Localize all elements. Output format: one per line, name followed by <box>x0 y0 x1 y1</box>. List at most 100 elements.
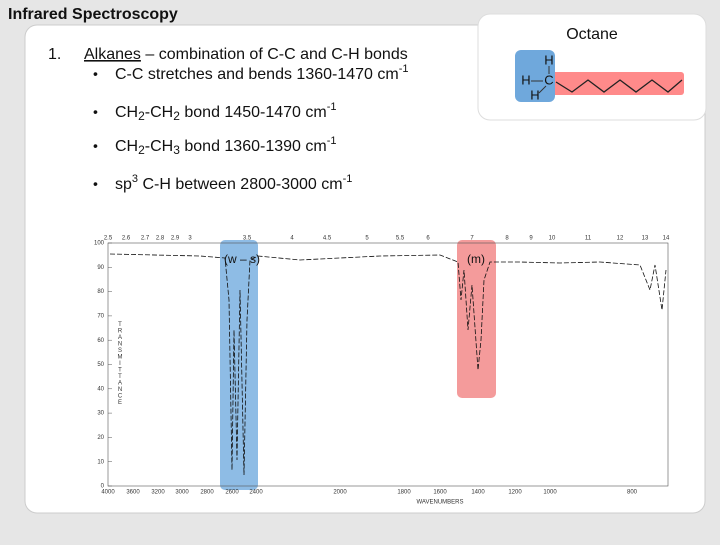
y-axis-letter: E <box>118 400 122 406</box>
y-tick-label: 20 <box>97 435 104 441</box>
text-segment: CH <box>115 138 138 155</box>
text-segment: C-H between 2800-3000 cm <box>138 176 343 193</box>
y-axis-letter: N <box>118 341 122 347</box>
y-tick-label: 30 <box>97 411 104 417</box>
x-tick-label: 1200 <box>508 490 522 496</box>
y-axis-letter: S <box>118 348 122 354</box>
x-tick-label: 2600 <box>225 490 239 496</box>
bond <box>538 85 547 94</box>
slide-title: Infrared Spectroscopy <box>8 6 178 23</box>
y-axis-letter: R <box>118 328 123 334</box>
top-tick-label: 13 <box>642 236 649 242</box>
text-segment: 3 <box>173 143 180 157</box>
bullet-text: CH2-CH3 bond 1360-1390 cm-1 <box>115 135 336 157</box>
molecule-title: Octane <box>566 26 618 43</box>
bullet-text: CH2-CH2 bond 1450-1470 cm-1 <box>115 101 336 123</box>
bullet-mark: • <box>93 176 98 192</box>
text-segment: -1 <box>327 101 337 113</box>
y-tick-label: 60 <box>97 338 104 344</box>
y-axis-letter: T <box>118 367 122 373</box>
text-segment: -1 <box>399 63 409 75</box>
y-tick-label: 40 <box>97 386 104 392</box>
text-segment: 2 <box>138 109 145 123</box>
list-number: 1. <box>48 46 61 63</box>
top-tick-label: 4.5 <box>323 236 332 242</box>
x-tick-label: 1000 <box>543 490 557 496</box>
x-tick-label: 800 <box>627 490 638 496</box>
y-axis-letter: A <box>118 380 122 386</box>
text-segment: C-C stretches and bends 1360-1470 cm <box>115 66 399 83</box>
atom: H <box>521 72 530 87</box>
x-tick-label: 2000 <box>333 490 347 496</box>
y-axis-letter: A <box>118 335 122 341</box>
x-tick-label: 1400 <box>471 490 485 496</box>
x-tick-label: 2400 <box>249 490 263 496</box>
highlight-blue <box>515 50 555 102</box>
y-tick-label: 70 <box>97 313 104 319</box>
text-segment: -1 <box>327 135 337 147</box>
atom: H <box>544 52 553 67</box>
text-segment: 2 <box>173 109 180 123</box>
top-tick-label: 2.6 <box>122 236 131 242</box>
x-tick-label: 4000 <box>101 490 115 496</box>
top-tick-label: 10 <box>549 236 556 242</box>
bullet-mark: • <box>93 66 98 82</box>
y-axis-letter: I <box>119 361 121 367</box>
bullet-text: C-C stretches and bends 1360-1470 cm-1 <box>115 63 409 83</box>
spectrum-trace <box>109 253 667 476</box>
top-tick-label: 3.5 <box>243 236 252 242</box>
top-tick-label: 11 <box>585 236 592 242</box>
top-tick-label: 5 <box>365 236 369 242</box>
heading-text: – combination of C-C and C-H bonds <box>141 46 408 63</box>
y-tick-label: 50 <box>97 362 104 368</box>
top-tick-label: 4 <box>290 236 294 242</box>
y-tick-label: 100 <box>94 241 105 247</box>
top-tick-label: 7 <box>470 236 474 242</box>
atom: H <box>530 87 539 102</box>
x-axis-label: WAVENUMBERS <box>416 500 463 506</box>
text-segment: 3 <box>132 173 138 185</box>
top-tick-label: 5.5 <box>396 236 405 242</box>
top-tick-label: 2.5 <box>104 236 113 242</box>
content-panel <box>24 24 706 514</box>
bullet-mark: • <box>93 104 98 120</box>
top-tick-label: 3 <box>188 236 192 242</box>
text-segment: -CH <box>145 104 173 121</box>
y-tick-label: 90 <box>97 265 104 271</box>
spectrum: 2.5 2.6 2.7 2.8 2.9 3 3.5 4 4.5 5 5.5 6 7 8 9 10 11 12 13 1… <box>94 236 670 506</box>
x-tick-label: 3600 <box>126 490 140 496</box>
x-tick-label: 1800 <box>397 490 411 496</box>
y-axis-letter: M <box>118 354 123 360</box>
top-tick-label: 8 <box>505 236 509 242</box>
carbon-chain <box>555 79 683 93</box>
highlight-blue <box>220 240 258 490</box>
heading-term: Alkanes <box>84 46 141 63</box>
annotation: (m) <box>467 252 485 266</box>
atom: C <box>544 72 553 87</box>
annotation: (w – s) <box>224 252 260 266</box>
text-segment: CH <box>115 104 138 121</box>
bullet-text: sp3 C-H between 2800-3000 cm-1 <box>115 173 352 193</box>
y-axis-letter: T <box>118 374 122 380</box>
x-tick-label: 3200 <box>151 490 165 496</box>
x-tick-label: 3000 <box>175 490 189 496</box>
text-segment: -CH <box>145 138 173 155</box>
top-tick-label: 9 <box>529 236 533 242</box>
highlight-red <box>457 240 496 398</box>
text-segment: bond 1360-1390 cm <box>180 138 327 155</box>
top-tick-label: 2.7 <box>141 236 150 242</box>
y-axis-letter: C <box>118 393 123 399</box>
top-tick-label: 14 <box>663 236 670 242</box>
y-tick-label: 80 <box>97 289 104 295</box>
text-segment: sp <box>115 176 132 193</box>
x-tick-label: 2800 <box>200 490 214 496</box>
y-axis-letter: N <box>118 387 122 393</box>
text-segment: bond 1450-1470 cm <box>180 104 327 121</box>
text-segment: -1 <box>343 173 353 185</box>
list-heading: Alkanes – combination of C-C and C-H bon… <box>84 46 408 63</box>
top-tick-label: 2.9 <box>171 236 180 242</box>
y-tick-label: 10 <box>97 459 104 465</box>
text-segment: 2 <box>138 143 145 157</box>
